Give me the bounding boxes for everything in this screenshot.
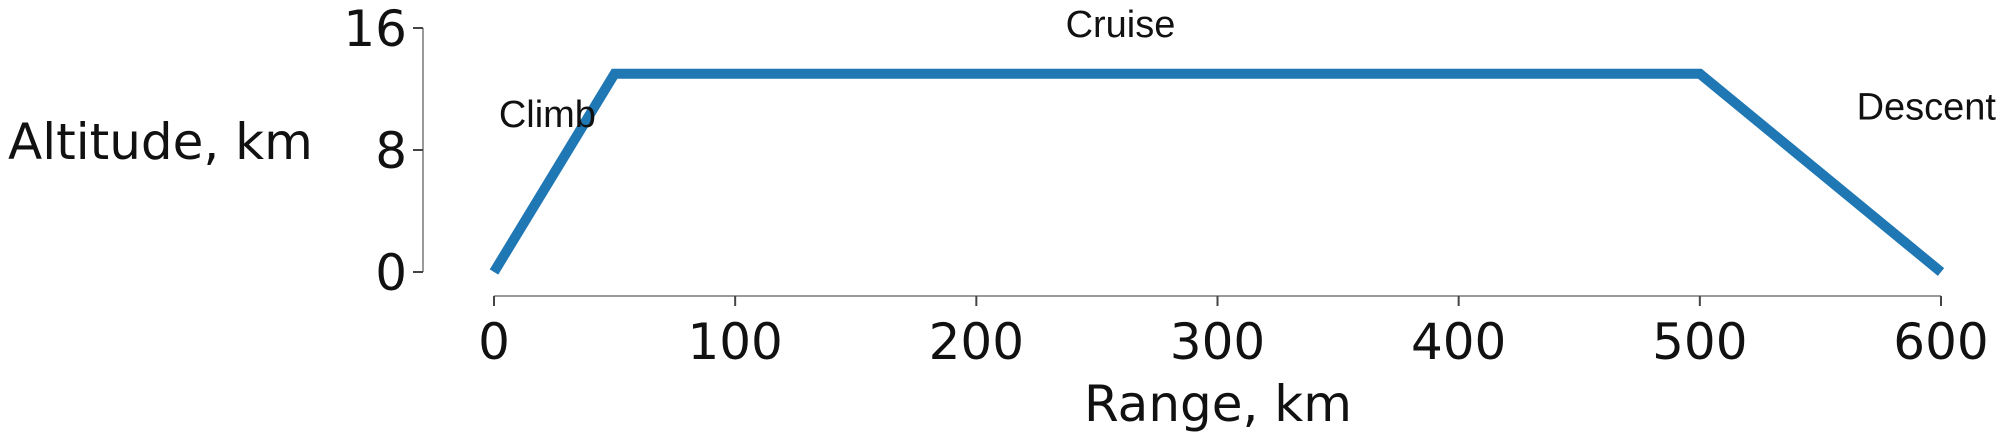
y-axis-ticks: 0 8 16 <box>343 0 423 302</box>
phase-annotations: Climb Cruise Descent <box>499 4 1996 136</box>
x-tick-label: 200 <box>929 313 1024 371</box>
phase-label-cruise: Cruise <box>1066 4 1176 46</box>
altitude-profile-series <box>489 68 1945 276</box>
y-tick-label: 16 <box>343 0 407 58</box>
plot-area <box>422 28 1941 297</box>
x-tick-label: 100 <box>687 313 782 371</box>
y-axis-title: Altitude, km <box>8 113 313 171</box>
y-tick-label: 0 <box>375 244 407 302</box>
y-tick-label: 8 <box>375 122 407 180</box>
phase-label-descent: Descent <box>1857 87 1996 129</box>
x-tick-label: 0 <box>478 313 510 371</box>
x-axis-title: Range, km <box>1084 375 1352 432</box>
phase-label-climb: Climb <box>499 94 596 136</box>
x-tick-label: 400 <box>1411 313 1506 371</box>
x-axis-ticks: 0 100 200 300 400 500 600 <box>478 296 1989 371</box>
x-tick-label: 500 <box>1652 313 1747 371</box>
x-tick-label: 600 <box>1893 313 1988 371</box>
x-tick-label: 300 <box>1170 313 1265 371</box>
altitude-profile-line <box>489 68 1945 276</box>
